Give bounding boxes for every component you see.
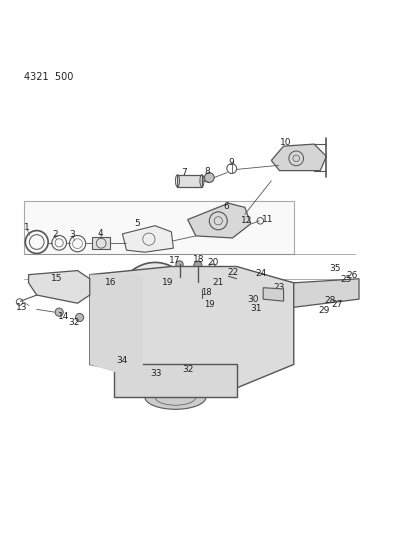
- Text: 20: 20: [207, 258, 219, 267]
- Ellipse shape: [208, 274, 282, 365]
- Circle shape: [204, 173, 214, 182]
- Text: 29: 29: [319, 305, 330, 314]
- Ellipse shape: [110, 262, 200, 377]
- Polygon shape: [177, 175, 202, 187]
- Text: 5: 5: [134, 219, 140, 228]
- Text: 33: 33: [151, 369, 162, 378]
- Polygon shape: [271, 144, 326, 171]
- Text: 11: 11: [262, 215, 273, 224]
- Polygon shape: [122, 225, 173, 252]
- Circle shape: [199, 285, 205, 292]
- Text: 4: 4: [97, 229, 103, 238]
- Text: 9: 9: [228, 158, 234, 167]
- Text: 18: 18: [202, 288, 212, 297]
- Text: 17: 17: [169, 256, 180, 265]
- Polygon shape: [29, 271, 90, 303]
- Text: 8: 8: [204, 167, 210, 176]
- Text: 15: 15: [51, 274, 63, 283]
- Text: 7: 7: [181, 168, 186, 177]
- Text: 18: 18: [193, 255, 205, 264]
- Polygon shape: [90, 266, 294, 393]
- Polygon shape: [24, 201, 294, 254]
- Text: 35: 35: [329, 264, 340, 273]
- Text: 6: 6: [224, 201, 229, 211]
- Polygon shape: [90, 274, 143, 381]
- Polygon shape: [114, 365, 237, 397]
- Circle shape: [194, 261, 202, 269]
- Text: 13: 13: [16, 303, 27, 312]
- Circle shape: [176, 261, 183, 268]
- Text: 26: 26: [346, 271, 357, 280]
- Text: 28: 28: [324, 296, 335, 305]
- Circle shape: [75, 313, 84, 321]
- Text: 3: 3: [70, 230, 75, 239]
- Text: 22: 22: [228, 268, 239, 277]
- Text: 16: 16: [105, 278, 117, 287]
- Polygon shape: [294, 279, 359, 308]
- Text: 32: 32: [182, 365, 193, 374]
- Polygon shape: [188, 203, 251, 238]
- Text: 30: 30: [247, 295, 259, 304]
- Text: 25: 25: [340, 275, 352, 284]
- Text: 12: 12: [241, 216, 253, 225]
- Text: 4321  500: 4321 500: [24, 72, 74, 82]
- Text: 10: 10: [280, 138, 291, 147]
- Circle shape: [184, 360, 193, 368]
- Text: 23: 23: [274, 283, 285, 292]
- Polygon shape: [92, 237, 110, 249]
- Ellipse shape: [145, 385, 206, 409]
- Text: 1: 1: [24, 223, 29, 232]
- Text: 32: 32: [69, 318, 80, 327]
- Text: 21: 21: [213, 278, 224, 287]
- Text: 27: 27: [331, 300, 342, 309]
- Polygon shape: [263, 288, 284, 301]
- Text: 34: 34: [116, 356, 127, 365]
- Text: 2: 2: [52, 230, 58, 239]
- Text: 31: 31: [251, 304, 262, 313]
- Text: 14: 14: [58, 312, 69, 321]
- Text: 19: 19: [204, 300, 214, 309]
- Text: 24: 24: [255, 269, 267, 278]
- Circle shape: [55, 308, 63, 316]
- Text: 19: 19: [162, 278, 174, 287]
